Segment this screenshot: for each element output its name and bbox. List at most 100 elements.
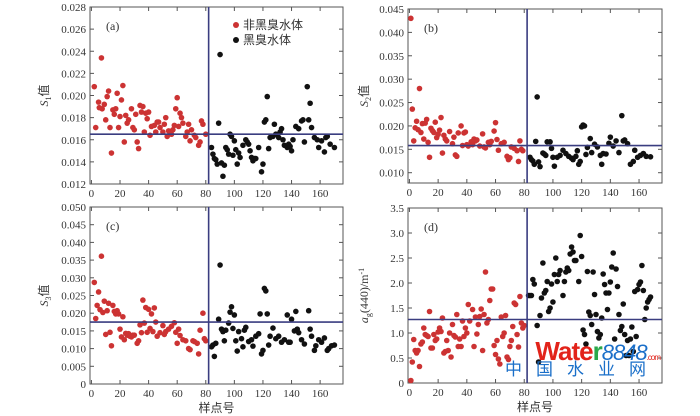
data-point (557, 267, 563, 274)
data-point (521, 322, 528, 329)
data-point (313, 342, 319, 349)
data-point (92, 315, 99, 322)
data-point (265, 145, 272, 152)
data-point (304, 83, 311, 90)
data-point (517, 138, 523, 144)
y-tick-label: 0.026 (61, 24, 86, 36)
data-point (637, 279, 644, 285)
data-point (278, 125, 285, 132)
data-point (581, 331, 588, 338)
data-point (446, 330, 453, 336)
x-tick-label: 160 (312, 188, 329, 200)
y-tick-label: 0.020 (379, 121, 404, 133)
series-black-odorous (525, 232, 654, 365)
y-tick-label: 3.0 (390, 228, 404, 240)
data-point (540, 260, 546, 266)
data-point (544, 278, 550, 285)
data-point (128, 105, 135, 112)
data-point (449, 321, 456, 328)
data-point (194, 340, 201, 347)
data-point (225, 151, 232, 157)
data-point (590, 269, 596, 275)
y-label-subscript: 2 (364, 97, 373, 101)
y-tick-label: 0.045 (379, 4, 404, 16)
data-point (212, 156, 219, 163)
data-point (408, 15, 414, 22)
data-point (537, 312, 543, 319)
x-tick-label: 20 (115, 388, 127, 400)
data-point (548, 281, 555, 287)
data-point (643, 153, 650, 160)
data-point (534, 94, 540, 100)
data-point (588, 149, 595, 156)
data-point (420, 136, 427, 142)
data-point (255, 330, 262, 337)
data-point (438, 114, 444, 121)
panel-label: (b) (424, 21, 438, 35)
data-point (509, 323, 516, 330)
data-point (98, 55, 105, 61)
data-point (237, 154, 243, 161)
data-point (631, 147, 638, 154)
data-point (331, 342, 338, 348)
watermark-number: 8848 (601, 340, 648, 365)
panel-label: (c) (106, 219, 119, 233)
data-point (305, 117, 312, 123)
data-point (616, 149, 622, 156)
data-point (100, 309, 106, 316)
x-tick-label: 0 (407, 187, 413, 199)
y-axis-label: ag(440)/m-1 (357, 268, 373, 323)
data-point (117, 113, 123, 120)
data-point (295, 125, 302, 132)
data-point (425, 333, 431, 340)
data-point (458, 123, 464, 129)
data-point (243, 324, 249, 331)
data-point (150, 328, 156, 335)
data-point (178, 114, 185, 121)
y-tick-label: 0.012 (61, 179, 86, 191)
x-tick-label: 60 (490, 387, 502, 399)
data-point (231, 138, 238, 144)
data-point (410, 336, 417, 343)
data-point (258, 169, 265, 175)
legend-marker (233, 37, 239, 43)
y-axis-label: S3值 (36, 284, 53, 306)
data-point (554, 278, 561, 285)
data-point (593, 311, 599, 318)
data-point (433, 336, 440, 342)
plot-frame (407, 207, 663, 384)
data-point (138, 109, 145, 115)
data-point (308, 333, 315, 340)
data-point (197, 139, 203, 145)
data-point (479, 347, 486, 354)
data-point (606, 290, 612, 296)
x-tick-label: 40 (143, 188, 155, 200)
series-non-black-odorous (408, 15, 526, 165)
data-point (115, 124, 122, 131)
y-label-symbol: S (37, 301, 51, 307)
data-point (200, 310, 206, 317)
data-point (171, 122, 178, 129)
data-point (101, 101, 108, 108)
data-point (248, 336, 255, 343)
data-point (238, 335, 245, 342)
data-point (517, 293, 523, 300)
data-point (494, 136, 500, 143)
y-tick-label: 0.015 (379, 144, 404, 156)
y-tick-label: 0.030 (61, 273, 86, 285)
data-point (426, 308, 433, 315)
plot-frame (407, 8, 663, 184)
x-tick-label: 140 (283, 388, 300, 400)
data-point (151, 305, 158, 311)
x-tick-label: 80 (519, 387, 531, 399)
data-point (514, 331, 520, 338)
data-point (162, 114, 169, 121)
data-point (577, 232, 584, 239)
data-point (489, 286, 496, 292)
data-point (145, 306, 152, 313)
data-point (601, 281, 608, 288)
data-point (221, 162, 228, 168)
data-point (474, 137, 480, 143)
x-tick-label: 160 (631, 387, 648, 399)
data-point (321, 149, 328, 155)
